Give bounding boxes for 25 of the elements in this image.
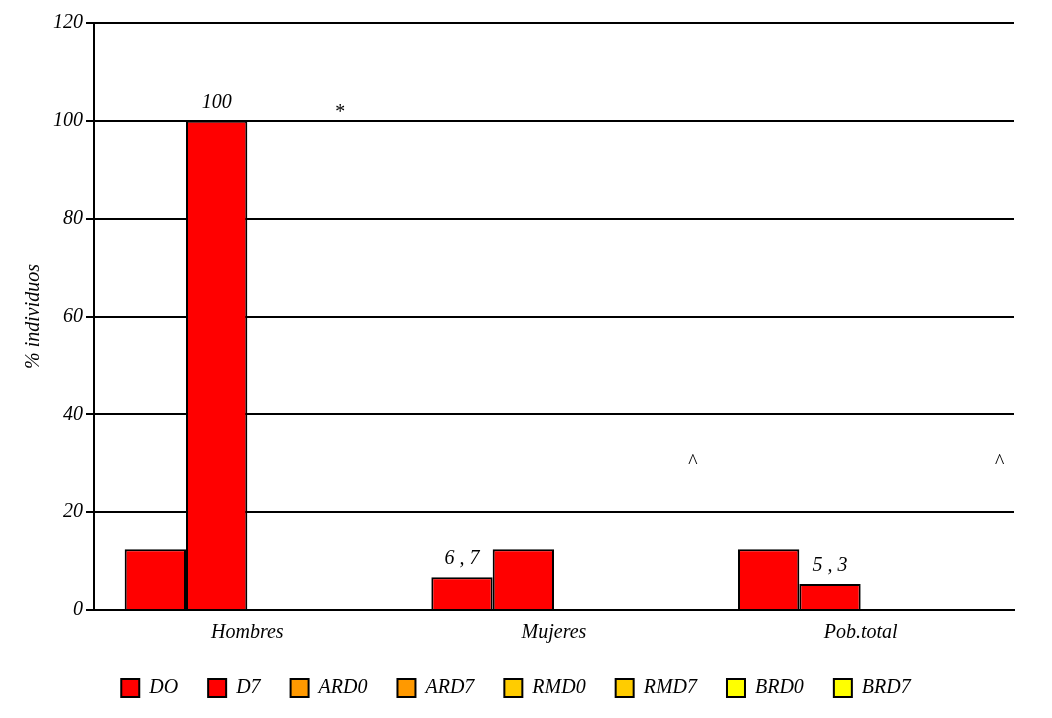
annotation: ^ [687, 450, 698, 473]
y-tick-label: 40 [63, 401, 83, 424]
legend-label: D7 [235, 675, 262, 698]
y-tick-label: 60 [63, 303, 83, 326]
x-tick-label: Mujeres [520, 620, 587, 644]
data-label: 100 [201, 90, 232, 113]
legend-label: RMD0 [531, 675, 586, 698]
y-tick-label: 100 [53, 108, 83, 131]
legend-label: DO [148, 675, 179, 698]
legend-label: RMD7 [642, 675, 698, 698]
data-label: 6 , 7 [444, 546, 481, 569]
y-tick-label: 80 [63, 205, 83, 228]
y-tick-label: 20 [63, 499, 83, 522]
x-tick-label: Pob.total [822, 620, 899, 643]
y-tick-label: 0 [73, 597, 83, 620]
data-label: 5 , 3 [812, 553, 848, 576]
y-axis-title: % individuos [21, 263, 44, 369]
legend-label: ARD0 [316, 675, 368, 698]
x-tick-label: Hombres [210, 620, 284, 643]
legend-label: BRD7 [861, 675, 912, 698]
legend-label: ARD7 [423, 675, 476, 698]
y-tick-label: 120 [53, 10, 83, 33]
annotation: * [334, 100, 345, 123]
legend-label: BRD0 [754, 675, 804, 698]
annotation: ^ [994, 450, 1005, 473]
